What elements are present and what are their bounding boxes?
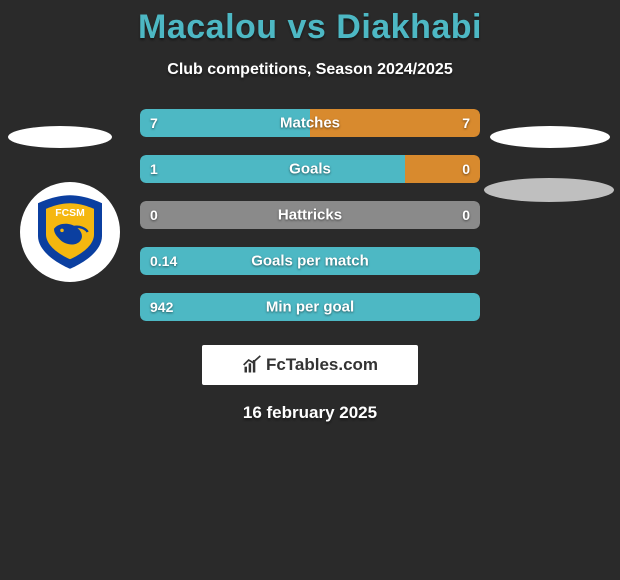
bar-value-left: 7	[150, 115, 158, 131]
bar-value-left: 942	[150, 299, 173, 315]
bar-value-left: 1	[150, 161, 158, 177]
bar-row: Matches7 7	[140, 109, 480, 137]
bar-label: Goals	[140, 161, 480, 178]
bar-value-right: 7	[462, 115, 470, 131]
page-subtitle: Club competitions, Season 2024/2025	[0, 61, 620, 79]
bars-wrapper: Matches77Goals10Hattricks00Goals per mat…	[140, 109, 480, 339]
chart-icon	[242, 355, 262, 375]
comparison-chart: Matches77Goals10Hattricks00Goals per mat…	[0, 109, 620, 339]
bar-row: Hattricks0 0	[140, 201, 480, 229]
source-logo-text: FcTables.com	[266, 355, 378, 375]
bar-row: Goals1 0	[140, 155, 480, 183]
bar-row: Goals per match0.14	[140, 247, 480, 275]
bar-label: Goals per match	[140, 253, 480, 270]
bar-label: Min per goal	[140, 299, 480, 316]
bar-value-right: 0	[462, 207, 470, 223]
page-title: Macalou vs Diakhabi	[0, 8, 620, 47]
bar-row: Min per goal942	[140, 293, 480, 321]
bar-label: Matches	[140, 115, 480, 132]
bar-value-left: 0.14	[150, 253, 177, 269]
date-label: 16 february 2025	[0, 403, 620, 423]
bar-label: Hattricks	[140, 207, 480, 224]
source-logo: FcTables.com	[202, 345, 418, 385]
bar-value-left: 0	[150, 207, 158, 223]
container: Macalou vs Diakhabi Club competitions, S…	[0, 0, 620, 580]
bar-value-right: 0	[462, 161, 470, 177]
